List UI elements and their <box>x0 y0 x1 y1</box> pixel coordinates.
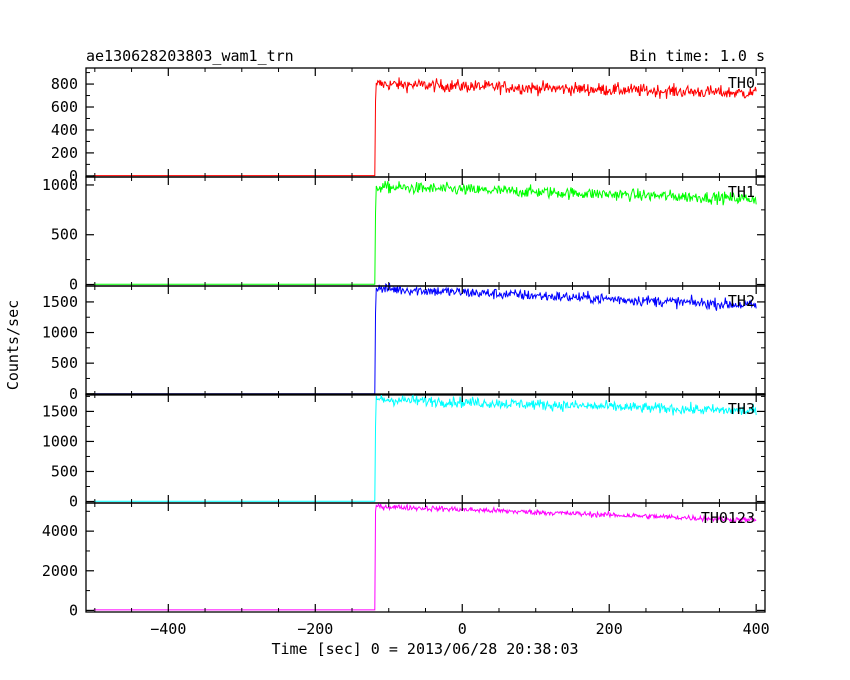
series-th1 <box>93 180 757 285</box>
panel-label: TH0123 <box>701 509 755 527</box>
y-tick-label: 600 <box>51 98 78 116</box>
panel-th1: 0 500 1000 TH1 <box>42 176 766 294</box>
panel-th0: 0 200 400 600 800 TH0 <box>51 67 766 185</box>
y-tick-label: 0 <box>69 276 78 294</box>
panel-frame <box>85 67 766 178</box>
chart-title-left: ae130628203803_wam1_trn <box>86 47 294 65</box>
y-tick-label: 0 <box>69 167 78 185</box>
y-tick-label: 1500 <box>42 293 78 311</box>
y-tick-label: 0 <box>69 385 78 403</box>
panel-th3: 0 500 1000 1500 TH3 <box>42 393 766 510</box>
y-tick-label: 1000 <box>42 432 78 450</box>
x-tick-label: 0 <box>458 620 467 638</box>
y-tick-label: 0 <box>69 601 78 619</box>
x-tick-label: −400 <box>150 620 186 638</box>
y-tick-label: 1000 <box>42 176 78 194</box>
x-tick-label: 400 <box>743 620 770 638</box>
panel-label: TH2 <box>728 292 755 310</box>
y-tick-label: 0 <box>69 492 78 510</box>
y-tick-label: 1500 <box>42 402 78 420</box>
panels-group: 0 200 400 600 800 TH0 0 500 1000 TH1 0 500 1000 1500 T… <box>42 67 770 638</box>
series-th2 <box>93 282 757 395</box>
y-tick-label: 400 <box>51 121 78 139</box>
panel-label: TH1 <box>728 183 755 201</box>
y-tick-label: 500 <box>51 462 78 480</box>
x-axis-label: Time [sec] 0 = 2013/06/28 20:38:03 <box>271 640 578 658</box>
series-th0 <box>93 77 757 177</box>
panel-th0123: 0 2000 4000 TH0123 <box>42 502 766 619</box>
x-tick-label: 200 <box>596 620 623 638</box>
panel-th2: 0 500 1000 1500 TH2 <box>42 282 766 403</box>
panel-frame <box>85 393 766 504</box>
x-tick-label: −200 <box>297 620 333 638</box>
panel-label: TH3 <box>728 400 755 418</box>
y-tick-label: 2000 <box>42 562 78 580</box>
chart-title-right: Bin time: 1.0 s <box>630 47 765 65</box>
y-tick-label: 500 <box>51 354 78 372</box>
y-tick-label: 1000 <box>42 324 78 342</box>
panel-label: TH0 <box>728 74 755 92</box>
y-tick-label: 4000 <box>42 522 78 540</box>
series-th0123 <box>93 502 757 611</box>
y-tick-label: 500 <box>51 226 78 244</box>
series-th3 <box>93 394 757 502</box>
y-axis-label: Counts/sec <box>4 300 22 390</box>
y-tick-label: 200 <box>51 144 78 162</box>
y-tick-label: 800 <box>51 75 78 93</box>
panel-frame <box>85 502 766 613</box>
